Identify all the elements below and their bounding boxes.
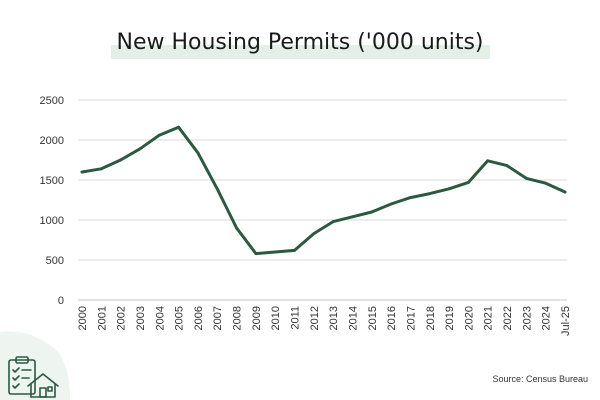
x-tick-label: 2015 (367, 306, 379, 330)
x-tick-label: 2021 (483, 306, 495, 330)
y-tick-label: 500 (46, 255, 64, 267)
data-point (563, 190, 567, 194)
chart-title: New Housing Permits ('000 units) (110, 28, 490, 59)
x-tick-label: 2012 (309, 306, 321, 330)
x-tick-label: 2011 (290, 306, 302, 330)
checklist-house-icon (0, 331, 70, 400)
data-point (544, 181, 548, 185)
x-axis-ticks: 2000 2001 2002 2003 2004 2005 2006 2007 2008 2009… (77, 306, 572, 336)
x-tick-label: Jul-25 (560, 306, 572, 336)
x-tick-label: 2003 (135, 306, 147, 330)
x-tick-label: 2004 (154, 306, 166, 330)
x-tick-label: 2017 (405, 306, 417, 330)
x-tick-label: 2013 (328, 306, 340, 330)
x-tick-label: 2016 (386, 306, 398, 330)
data-point (254, 252, 258, 256)
y-tick-label: 2000 (40, 135, 64, 147)
data-point (312, 232, 316, 236)
data-point (138, 147, 142, 151)
data-point (351, 215, 354, 219)
y-tick-label: 1500 (40, 175, 64, 187)
x-tick-label: 2018 (425, 306, 437, 330)
x-tick-label: 2024 (541, 306, 553, 330)
data-point (409, 196, 412, 200)
data-point (177, 125, 181, 129)
x-tick-label: 2006 (193, 306, 205, 330)
x-tick-label: 2000 (77, 306, 89, 330)
y-tick-label: 0 (58, 295, 64, 307)
y-tick-label: 1000 (40, 215, 64, 227)
x-tick-label: 2019 (444, 306, 456, 330)
data-point (235, 226, 238, 230)
data-point (428, 192, 432, 196)
data-point (157, 133, 161, 137)
data-point (447, 187, 451, 191)
x-tick-label: 2005 (174, 306, 186, 330)
y-tick-label: 2500 (40, 95, 64, 107)
data-point (524, 177, 528, 180)
data-point (293, 249, 296, 252)
x-tick-label: 2002 (116, 306, 128, 330)
x-tick-label: 2009 (251, 306, 263, 330)
series-group (80, 125, 567, 256)
data-point (505, 164, 509, 168)
data-point (389, 202, 393, 206)
x-tick-label: 2008 (232, 306, 244, 330)
data-point (119, 158, 123, 162)
grid-lines (78, 99, 567, 301)
data-point (80, 170, 84, 174)
series-line-0 (80, 125, 567, 256)
x-tick-label: 2010 (270, 306, 282, 330)
x-tick-label: 2022 (502, 306, 514, 330)
data-point (331, 220, 335, 224)
y-axis-ticks: 0 500 1000 1500 2000 2500 (40, 95, 64, 307)
x-tick-label: 2001 (96, 306, 108, 330)
x-tick-label: 2020 (463, 306, 475, 330)
data-point (273, 250, 277, 254)
data-point (370, 210, 374, 214)
data-point (486, 159, 490, 163)
x-tick-label: 2023 (521, 306, 533, 330)
x-tick-label: 2007 (212, 306, 224, 330)
data-point (99, 167, 103, 171)
data-point (215, 187, 219, 191)
data-point (196, 151, 200, 155)
x-tick-label: 2014 (347, 306, 359, 330)
source-note: Source: Census Bureau (492, 374, 588, 384)
data-point (467, 181, 470, 184)
